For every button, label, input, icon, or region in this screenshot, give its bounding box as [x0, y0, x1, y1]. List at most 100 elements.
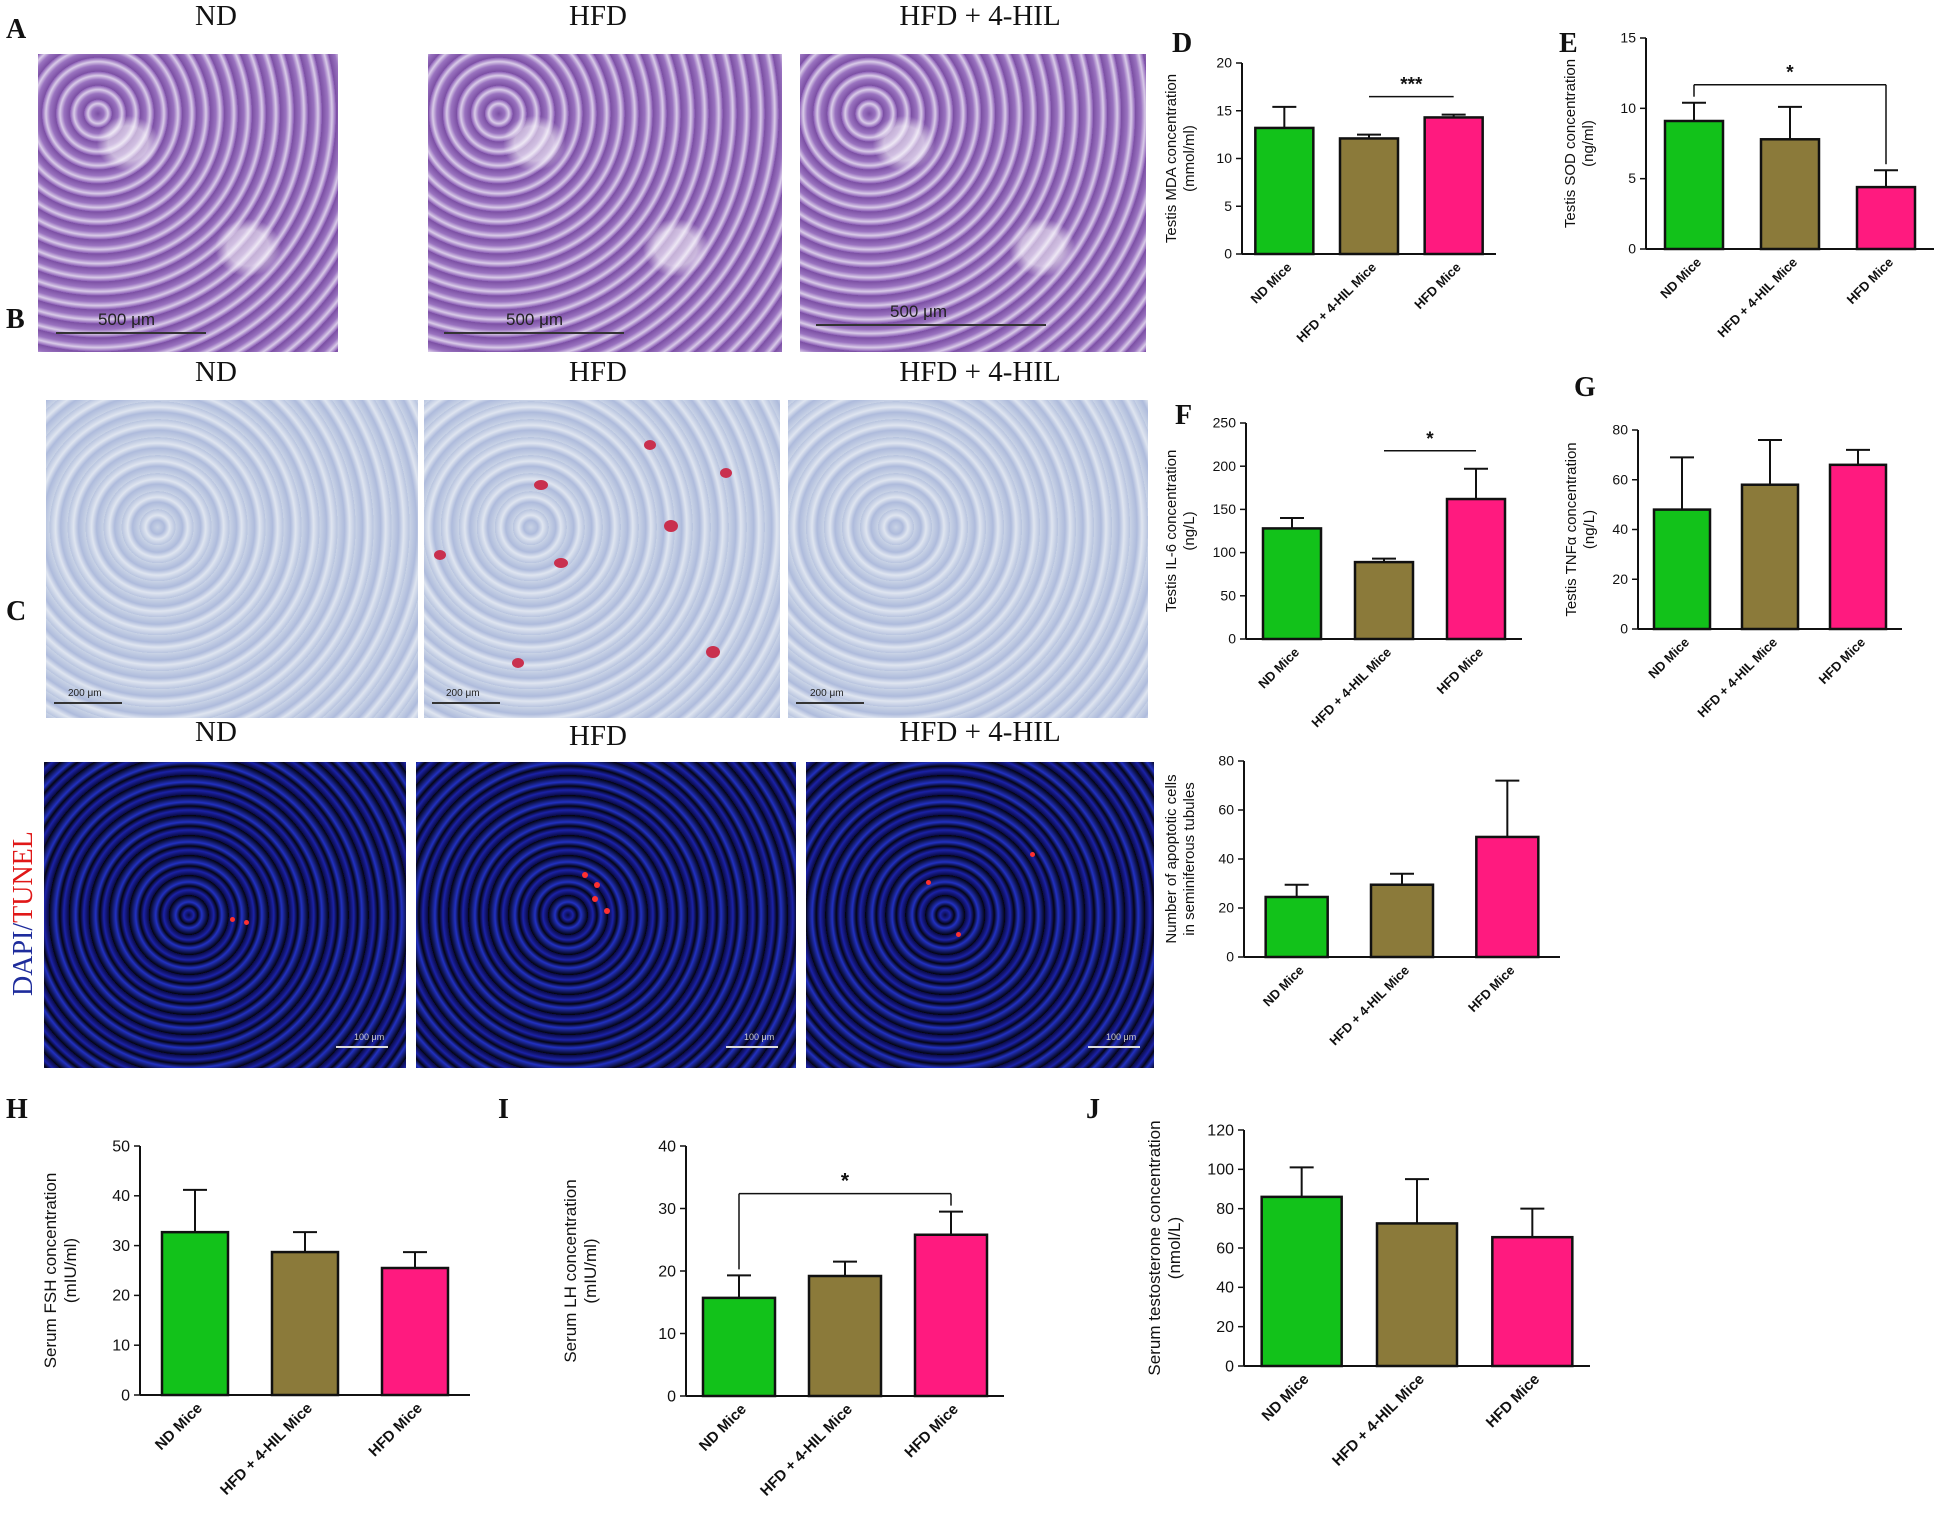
tunel-image-nd: 100 μm	[44, 762, 406, 1068]
scale-label: 200 μm	[68, 688, 102, 699]
category-label-f: ND Mice	[1255, 645, 1302, 692]
y-tick-label-i: 0	[667, 1388, 676, 1405]
bar-d	[1338, 137, 1400, 256]
category-label-i: ND Mice	[696, 1401, 750, 1455]
y-axis-label-i: Serum LH concentration	[561, 1179, 580, 1362]
y-tick-label-f: 250	[1213, 415, 1237, 431]
ihc-image-hfd: 200 μm	[424, 400, 780, 718]
y-tick-label-g: 60	[1612, 471, 1628, 487]
scale-label: 200 μm	[810, 688, 844, 699]
y-tick-label-j: 20	[1216, 1319, 1234, 1336]
bar-d	[1423, 116, 1484, 256]
y-axis-label-g: (ng/L)	[1581, 510, 1598, 549]
bar-e	[1759, 138, 1821, 251]
sig-marker-i: *	[841, 1170, 850, 1193]
category-label-e: ND Mice	[1657, 255, 1704, 302]
bar-g	[1652, 508, 1712, 631]
y-axis-label-f: (ng/L)	[1181, 511, 1198, 550]
y-tick-label-d: 0	[1224, 246, 1232, 262]
bar-g	[1828, 463, 1888, 631]
panel-letter-j: J	[1086, 1094, 1100, 1125]
y-tick-label-f: 100	[1213, 544, 1237, 560]
micro-title-c-hil: HFD + 4-HIL	[899, 716, 1061, 748]
category-label-i: HFD + 4-HIL Mice	[757, 1401, 856, 1500]
category-label-c-quant: ND Mice	[1260, 963, 1307, 1010]
bar-i	[913, 1233, 989, 1398]
tunel-image-hfd: 100 μm	[416, 762, 796, 1068]
y-axis-label-d: (mmol/ml)	[1181, 125, 1198, 192]
y-tick-label-j: 120	[1207, 1122, 1234, 1139]
y-axis-label-j: Serum testosterone concentration	[1145, 1120, 1164, 1375]
category-label-f: HFD Mice	[1434, 645, 1486, 697]
bar-h	[270, 1250, 340, 1397]
sig-marker-d: ***	[1400, 75, 1423, 96]
bar-f	[1445, 497, 1507, 641]
panel-letter-e: E	[1559, 28, 1578, 59]
y-tick-label-j: 0	[1225, 1358, 1234, 1375]
bar-c-quant	[1475, 835, 1540, 959]
he-image-hil: 500 μm	[800, 54, 1146, 352]
category-label-h: HFD + 4-HIL Mice	[217, 1400, 316, 1499]
y-tick-label-c-quant: 40	[1218, 851, 1234, 867]
y-tick-label-g: 80	[1612, 422, 1628, 438]
panel-letter-g: G	[1574, 372, 1596, 403]
y-tick-label-d: 10	[1216, 150, 1232, 166]
y-tick-label-c-quant: 80	[1218, 753, 1234, 769]
y-axis-label-g: Testis TNFα concentration	[1563, 442, 1580, 616]
y-tick-label-c-quant: 0	[1226, 949, 1234, 965]
bar-d	[1254, 126, 1315, 256]
y-tick-label-h: 50	[112, 1138, 130, 1155]
y-tick-label-e: 15	[1620, 30, 1636, 46]
bar-g	[1740, 483, 1800, 631]
category-label-e: HFD Mice	[1844, 255, 1896, 307]
scale-label: 500 μm	[890, 302, 948, 321]
y-axis-label-c-quant: in seminiferous tubules	[1181, 782, 1198, 935]
micro-title-b-hil: HFD + 4-HIL	[899, 356, 1061, 388]
category-label-c-quant: HFD Mice	[1465, 963, 1517, 1015]
y-tick-label-h: 20	[112, 1288, 130, 1305]
category-label-h: ND Mice	[152, 1400, 206, 1454]
panel-letter-b: B	[6, 304, 25, 335]
y-axis-label-d: Testis MDA concentration	[1163, 74, 1180, 243]
micro-title-a-hfd: HFD	[568, 0, 627, 32]
y-tick-label-d: 15	[1216, 102, 1232, 118]
category-label-j: HFD Mice	[1483, 1371, 1543, 1431]
scale-label: 500 μm	[98, 310, 156, 329]
scale-label: 200 μm	[446, 688, 480, 699]
y-tick-label-i: 10	[658, 1326, 676, 1343]
scale-label: 100 μm	[354, 1032, 385, 1042]
he-image-hfd: 500 μm	[428, 54, 782, 352]
category-label-d: HFD Mice	[1411, 260, 1463, 312]
category-label-h: HFD Mice	[365, 1400, 425, 1460]
y-tick-label-e: 10	[1620, 100, 1636, 116]
bar-f	[1261, 527, 1323, 641]
y-axis-label-j: (nmol/L)	[1165, 1217, 1184, 1279]
y-tick-label-f: 200	[1213, 458, 1237, 474]
y-axis-label-e: (ng/ml)	[1580, 120, 1597, 167]
micro-title-b-hfd: HFD	[568, 356, 627, 388]
y-tick-label-h: 40	[112, 1188, 130, 1205]
panel-letter-a: A	[6, 14, 27, 45]
y-tick-label-c-quant: 60	[1218, 802, 1234, 818]
y-tick-label-f: 150	[1213, 501, 1237, 517]
bar-e	[1663, 119, 1725, 251]
y-tick-label-d: 20	[1216, 55, 1232, 71]
category-label-j: ND Mice	[1259, 1371, 1313, 1425]
category-label-g: HFD + 4-HIL Mice	[1694, 635, 1780, 721]
y-tick-label-h: 0	[121, 1387, 130, 1404]
scale-label: 100 μm	[744, 1032, 775, 1042]
micro-title-b-nd: ND	[195, 356, 237, 388]
category-label-i: HFD Mice	[901, 1401, 961, 1461]
micro-title-a-hil: HFD + 4-HIL	[899, 0, 1061, 32]
panel-letter-f: F	[1175, 400, 1193, 431]
y-tick-label-h: 30	[112, 1238, 130, 1255]
bar-c-quant	[1369, 883, 1435, 959]
panel-letter-h: H	[6, 1094, 28, 1125]
category-label-f: HFD + 4-HIL Mice	[1308, 645, 1394, 731]
panel-letter-d: D	[1172, 28, 1193, 59]
bar-c-quant	[1264, 895, 1329, 959]
bar-j	[1491, 1235, 1574, 1368]
y-axis-label-f: Testis IL-6 concentration	[1163, 450, 1180, 613]
category-label-d: HFD + 4-HIL Mice	[1293, 260, 1379, 346]
